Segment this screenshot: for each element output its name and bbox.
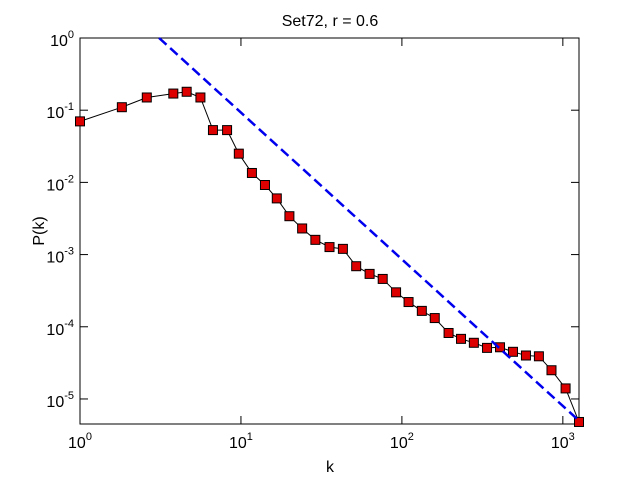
y-tick-label: 10-3 — [46, 246, 74, 267]
y-tick-label: 10-2 — [46, 173, 74, 194]
marker — [284, 211, 295, 222]
marker — [364, 268, 375, 279]
marker — [310, 234, 321, 245]
marker — [207, 125, 218, 136]
marker — [468, 337, 479, 348]
x-tick-label: 103 — [551, 431, 575, 452]
dashed-line — [158, 37, 580, 422]
marker — [429, 313, 440, 324]
marker — [533, 351, 544, 362]
marker — [507, 346, 518, 357]
y-tick-label: 100 — [50, 29, 74, 50]
marker — [75, 116, 85, 127]
marker — [246, 167, 257, 178]
y-tick-label: 10-1 — [46, 101, 74, 122]
marker — [456, 333, 467, 344]
marker — [416, 305, 427, 316]
marker — [403, 297, 414, 308]
marker — [351, 261, 362, 272]
marker — [377, 273, 388, 284]
marker — [391, 287, 402, 298]
marker — [222, 125, 233, 136]
y-axis-label: P(k) — [31, 216, 48, 245]
y-tick-label: 10-5 — [46, 390, 74, 411]
x-tick-label: 102 — [390, 431, 414, 452]
marker — [546, 365, 557, 376]
marker — [168, 88, 179, 99]
marker — [337, 243, 348, 254]
marker — [443, 327, 454, 338]
chart-title: Set72, r = 0.6 — [282, 13, 379, 30]
marker — [181, 86, 192, 97]
axes-box — [79, 37, 580, 425]
x-tick-label: 100 — [68, 431, 92, 452]
marker — [259, 180, 270, 191]
marker — [271, 193, 282, 204]
marker — [574, 416, 584, 427]
marker — [233, 148, 244, 159]
marker — [141, 92, 152, 103]
marker — [195, 92, 206, 103]
marker — [482, 342, 493, 353]
marker — [297, 223, 308, 234]
x-tick-label: 101 — [229, 431, 253, 452]
y-tick-label: 10-4 — [46, 318, 74, 339]
marker — [324, 242, 335, 253]
x-axis-label: k — [326, 459, 335, 476]
marker — [495, 342, 506, 353]
marker — [520, 350, 531, 361]
marker — [116, 102, 127, 113]
marker — [560, 383, 571, 394]
